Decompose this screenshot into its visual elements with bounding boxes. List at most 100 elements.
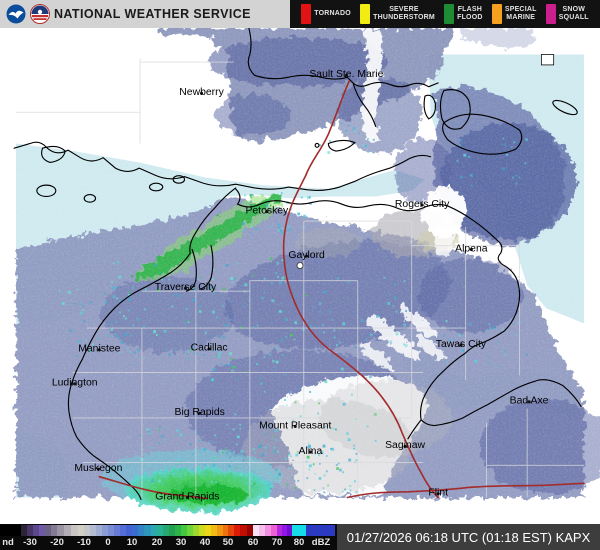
city-label: Rogers City <box>395 199 450 210</box>
city-label: Gaylord <box>288 250 325 261</box>
colorbar-cell <box>193 525 199 536</box>
colorbar-cell <box>39 525 45 536</box>
colorbar-tick-label: 80 <box>293 537 305 548</box>
city-label: Manistee <box>78 344 120 355</box>
colorbar-tick-label: 10 <box>126 537 138 548</box>
warning-legend-label: FLASH FLOOD <box>457 5 483 21</box>
colorbar-cell <box>90 525 96 536</box>
city-dot <box>305 254 309 258</box>
colorbar-cell <box>306 525 335 536</box>
colorbar-cell <box>271 525 277 536</box>
warning-legend-item: TORNADO <box>301 4 351 24</box>
colorbar-cell <box>45 525 51 536</box>
warning-color-chip <box>545 4 556 24</box>
city-label: Ludington <box>52 378 98 389</box>
colorbar-cell <box>169 525 175 536</box>
warning-color-chip <box>444 4 455 24</box>
colorbar-cell <box>211 525 217 536</box>
warning-legend-item: FLASH FLOOD <box>444 4 483 24</box>
colorbar-cell <box>57 525 64 536</box>
city-dot <box>73 382 77 386</box>
warning-legend-item: SEVERE THUNDERSTORM <box>360 4 435 24</box>
colorbar-cell <box>181 525 187 536</box>
colorbar-tick-label: -10 <box>77 537 91 548</box>
colorbar-cell <box>247 525 253 536</box>
city-dot <box>436 492 440 496</box>
radar-map-svg: Newberry Sault Ste. Marie Petoskey Rogers C… <box>13 27 600 513</box>
colorbar-tick-label: dBZ <box>311 537 331 548</box>
radar-site-marker <box>296 262 304 270</box>
colorbar-cell <box>102 525 108 536</box>
colorbar-cell <box>265 525 271 536</box>
colorbar-cell <box>199 525 205 536</box>
warning-color-chip <box>301 4 312 24</box>
colorbar-tick-label: -30 <box>23 537 37 548</box>
colorbar-cell <box>277 525 282 536</box>
city-dot <box>403 444 407 448</box>
city-dot <box>200 91 204 95</box>
city-dot <box>293 424 297 429</box>
city-dot <box>308 450 312 454</box>
city-dot <box>97 348 101 352</box>
warning-color-chip <box>491 4 502 24</box>
warning-color-chip <box>360 4 371 24</box>
colorbar-cell <box>64 525 71 536</box>
county-lines-layer <box>16 58 584 498</box>
colorbar-cell <box>144 525 151 536</box>
city-dot <box>459 343 463 347</box>
dbz-colorbar <box>0 525 335 536</box>
colorbar-cell <box>175 525 181 536</box>
city-dot <box>527 400 531 404</box>
colorbar-cell <box>126 525 132 536</box>
city-dot <box>183 286 187 290</box>
radar-map: Newberry Sault Ste. Marie Petoskey Rogers C… <box>0 27 600 524</box>
warning-legend-label: TORNADO <box>314 9 351 17</box>
shoreline-layer <box>13 27 582 500</box>
colorbar-cell <box>71 525 78 536</box>
colorbar-cell <box>287 525 292 536</box>
city-label: Traverse City <box>155 282 217 293</box>
colorbar-cell <box>33 525 39 536</box>
colorbar-tick-label: 70 <box>271 537 283 548</box>
colorbar-cell <box>78 525 84 536</box>
warning-legend-item: SNOW SQUALL <box>545 4 589 24</box>
city-labels-layer: Newberry Sault Ste. Marie Petoskey Rogers C… <box>52 69 549 502</box>
colorbar-cell <box>27 525 33 536</box>
colorbar-cell <box>163 525 169 536</box>
city-dot <box>265 210 269 214</box>
colorbar-cell <box>282 525 287 536</box>
colorbar-tick-label: 20 <box>151 537 163 548</box>
city-dot <box>420 203 424 207</box>
colorbar-cell <box>84 525 90 536</box>
city-label: Cadillac <box>191 343 228 354</box>
timestamp-readout: 01/27/2026 06:18 UTC (01:18 EST) KAPX <box>337 524 600 550</box>
city-label: Alpena <box>455 243 488 254</box>
city-label: Petoskey <box>245 205 289 216</box>
city-label: Mount Pleasant <box>259 420 331 431</box>
header-bar: NATIONAL WEATHER SERVICE TORNADO SEVERE TH… <box>0 0 600 28</box>
nws-brand: NATIONAL WEATHER SERVICE <box>0 0 290 28</box>
colorbar-cell <box>120 525 126 536</box>
nws-logo <box>30 4 50 24</box>
city-dot <box>469 247 473 252</box>
colorbar-cell <box>259 525 265 536</box>
colorbar-cell <box>240 525 247 536</box>
reflectivity-scale-bar: nd -30 -20 -10 0 10 20 30 40 50 60 70 80 dBZ 01/27/20… <box>0 524 600 550</box>
colorbar-tick-label: 40 <box>199 537 211 548</box>
colorbar-tick-label: nd <box>2 537 14 548</box>
colorbar-cell <box>0 525 21 536</box>
city-label: Saginaw <box>385 440 425 451</box>
colorbar-cell <box>157 525 163 536</box>
colorbar-cell <box>253 525 259 536</box>
colorbar-cell <box>114 525 120 536</box>
colorbar-tick-label: 60 <box>247 537 259 548</box>
colorbar-cell <box>138 525 144 536</box>
dbz-colorbar-ticks: nd -30 -20 -10 0 10 20 30 40 50 60 70 80 dBZ <box>0 537 337 549</box>
colorbar-tick-label: 0 <box>105 537 111 548</box>
city-dot <box>207 347 211 351</box>
city-dot <box>96 467 100 471</box>
colorbar-cell <box>234 525 240 536</box>
warning-legend-label: SEVERE THUNDERSTORM <box>373 5 435 21</box>
colorbar-cell <box>151 525 157 536</box>
